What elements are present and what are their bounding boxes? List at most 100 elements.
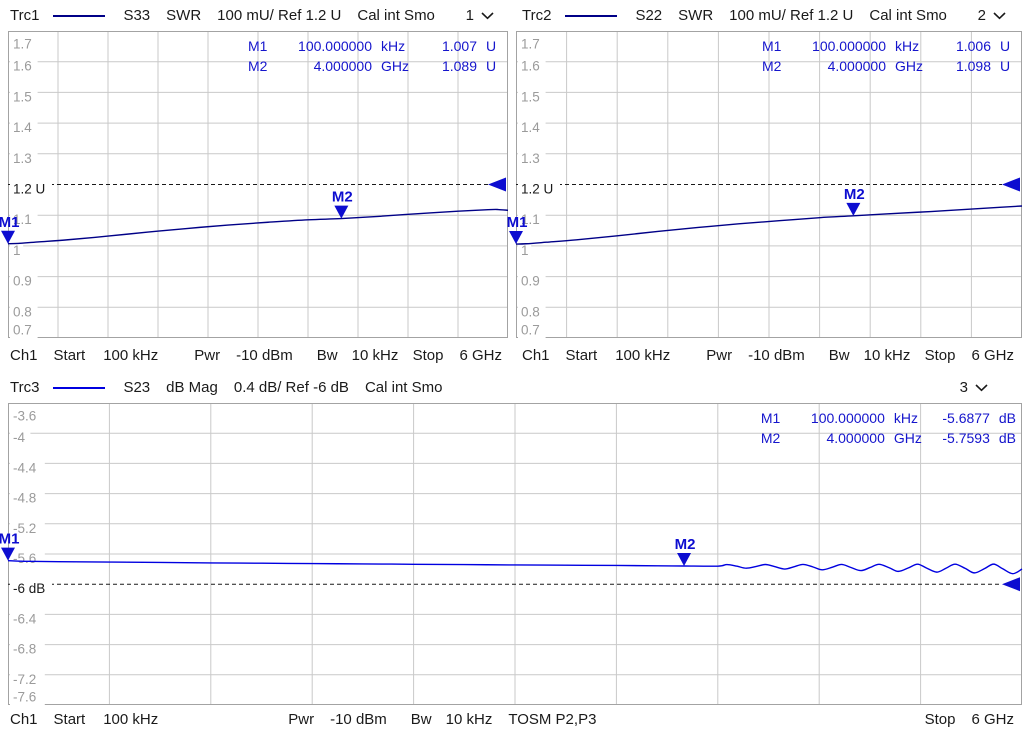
panel-trc1: Trc1 S33 SWR 100 mU/ Ref 1.2 U Cal int S… <box>0 0 512 372</box>
sparam-label: S22 <box>635 7 663 24</box>
svg-text:1.7: 1.7 <box>13 37 32 52</box>
reference-level-arrow[interactable] <box>1002 177 1020 192</box>
channel-select[interactable]: 1 <box>466 7 512 24</box>
sparam-label: S33 <box>123 7 151 24</box>
bandwidth-value: 10 kHz <box>445 711 493 728</box>
svg-text:1.6: 1.6 <box>13 59 32 74</box>
svg-text:-5.6: -5.6 <box>13 551 36 566</box>
svg-text:0.7: 0.7 <box>13 323 32 338</box>
stop-label: Stop <box>924 347 956 364</box>
power-label: Pwr <box>194 347 221 364</box>
svg-text:-4.4: -4.4 <box>13 460 37 475</box>
reference-level-arrow[interactable] <box>488 177 506 192</box>
bandwidth-label: Bw <box>316 347 338 364</box>
marker-M1[interactable] <box>509 231 523 245</box>
marker-M1[interactable] <box>1 230 15 244</box>
channel-label: Ch1 <box>10 347 38 364</box>
cal-label: Cal int Smo <box>357 7 435 24</box>
y-axis-ticks: -3.6 -4 -4.4 -4.8 -5.2 -5.6 -6 dB -6.4 -6.8 -7.2 -… <box>10 408 52 705</box>
marker-label-M2: M2 <box>675 536 696 553</box>
svg-text:1.3: 1.3 <box>13 151 32 166</box>
svg-text:0.9: 0.9 <box>13 274 32 289</box>
trace-color-swatch <box>53 386 106 389</box>
trace-label[interactable]: Trc1 <box>10 7 40 24</box>
start-label: Start <box>53 347 86 364</box>
start-label: Start <box>53 711 86 728</box>
marker-label-M1: M1 <box>507 214 528 231</box>
stop-value: 6 GHz <box>971 347 1014 364</box>
cal-label: Cal int Smo <box>364 379 443 396</box>
power-value: -10 dBm <box>330 711 387 728</box>
svg-text:1.4: 1.4 <box>13 120 32 135</box>
chevron-down-icon <box>993 11 1006 19</box>
marker-readout-row: M1 100.000000 kHz 1.006 U <box>762 38 1011 54</box>
cal-label: Cal int Smo <box>869 7 947 24</box>
svg-text:-7.6: -7.6 <box>13 690 36 705</box>
channel-footer-trc1: Ch1 Start 100 kHz Pwr -10 dBm Bw 10 kHz … <box>0 339 512 372</box>
channel-select[interactable]: 2 <box>978 7 1024 24</box>
stop-label: Stop <box>924 711 956 728</box>
channel-number: 1 <box>465 7 474 24</box>
y-axis-ticks: 1.7 1.6 1.5 1.4 1.3 1.2 U 1.1 1 0.9 0.8 0.7 <box>10 36 52 338</box>
svg-text:1: 1 <box>13 243 21 258</box>
panel-trc3: Trc3 S23 dB Mag 0.4 dB/ Ref -6 dB Cal in… <box>0 372 1024 734</box>
trace-label[interactable]: Trc2 <box>522 7 552 24</box>
marker-readout-row: M2 4.000000 GHz 1.098 U <box>762 58 1011 74</box>
stop-value: 6 GHz <box>459 347 502 364</box>
panel-trc2: Trc2 S22 SWR 100 mU/ Ref 1.2 U Cal int S… <box>507 0 1024 372</box>
bandwidth-label: Bw <box>410 711 432 728</box>
stop-value: 6 GHz <box>971 711 1014 728</box>
marker-M2[interactable] <box>334 205 349 219</box>
marker-M1[interactable] <box>1 547 15 561</box>
power-value: -10 dBm <box>748 347 805 364</box>
plot-area-trc1[interactable]: 1.7 1.6 1.5 1.4 1.3 1.2 U 1.1 1 0.9 0.8 0.7 M1 M2 M1… <box>0 31 509 338</box>
trace-header-trc1: Trc1 S33 SWR 100 mU/ Ref 1.2 U Cal int S… <box>0 0 512 31</box>
channel-footer-trc3: Ch1 Start 100 kHz Pwr -10 dBm Bw 10 kHz … <box>0 705 1024 734</box>
bandwidth-label: Bw <box>828 347 850 364</box>
svg-text:0.8: 0.8 <box>521 304 540 319</box>
trace-color-swatch <box>53 14 106 17</box>
marker-label-M2: M2 <box>332 189 353 206</box>
plot-area-trc2[interactable]: 1.7 1.6 1.5 1.4 1.3 1.2 U 1.1 1 0.9 0.8 0.7 M1 M2 M1… <box>507 31 1023 338</box>
reference-level-arrow[interactable] <box>1002 577 1020 592</box>
marker-label-M2: M2 <box>844 186 865 203</box>
marker-M2[interactable] <box>846 202 861 216</box>
start-value: 100 kHz <box>103 711 159 728</box>
marker-readout-row: M2 4.000000 GHz -5.7593 dB <box>760 430 1016 446</box>
trace-color-swatch <box>565 14 618 17</box>
svg-text:1.4: 1.4 <box>521 120 540 135</box>
trace-label[interactable]: Trc3 <box>10 379 40 396</box>
start-label: Start <box>565 347 598 364</box>
channel-number: 3 <box>959 379 968 396</box>
svg-text:1.5: 1.5 <box>13 89 32 104</box>
svg-text:0.7: 0.7 <box>521 323 540 338</box>
format-label: dB Mag <box>166 379 218 396</box>
stop-label: Stop <box>412 347 444 364</box>
svg-text:1.2 U: 1.2 U <box>13 182 45 197</box>
cal-standard-label: TOSM P2,P3 <box>508 711 597 728</box>
trace-line <box>515 205 1023 245</box>
scale-label: 0.4 dB/ Ref -6 dB <box>233 379 349 396</box>
svg-text:-6.8: -6.8 <box>13 642 36 657</box>
marker-label-M1: M1 <box>0 531 19 548</box>
scale-label: 100 mU/ Ref 1.2 U <box>729 7 854 24</box>
trace-header-trc3: Trc3 S23 dB Mag 0.4 dB/ Ref -6 dB Cal in… <box>0 372 1024 403</box>
svg-text:-5.2: -5.2 <box>13 521 36 536</box>
grid <box>8 403 1022 705</box>
marker-readout-trc3: M1 100.000000 kHz -5.6877 dB M2 4.000000 GHz -5.… <box>761 408 1016 448</box>
scale-label: 100 mU/ Ref 1.2 U <box>217 7 342 24</box>
plot-area-trc3[interactable]: -3.6 -4 -4.4 -4.8 -5.2 -5.6 -6 dB -6.4 -6.8 -7.2 -… <box>0 403 1023 705</box>
marker-readout-trc1: M1 100.000000 kHz 1.007 U M2 4.000000 GHz 1.089 U <box>248 36 502 76</box>
marker-M2[interactable] <box>677 553 692 567</box>
marker-readout-row: M1 100.000000 kHz -5.6877 dB <box>760 410 1016 426</box>
channel-label: Ch1 <box>10 711 38 728</box>
power-label: Pwr <box>288 711 315 728</box>
chevron-down-icon <box>975 383 988 391</box>
y-axis-ticks: 1.7 1.6 1.5 1.4 1.3 1.2 U 1.1 1 0.9 0.8 0.7 <box>518 36 560 338</box>
svg-text:-6 dB: -6 dB <box>13 581 45 596</box>
channel-number: 2 <box>977 7 986 24</box>
svg-text:-4: -4 <box>13 430 25 445</box>
power-label: Pwr <box>706 347 733 364</box>
sparam-label: S23 <box>123 379 151 396</box>
channel-select[interactable]: 3 <box>960 379 1024 396</box>
